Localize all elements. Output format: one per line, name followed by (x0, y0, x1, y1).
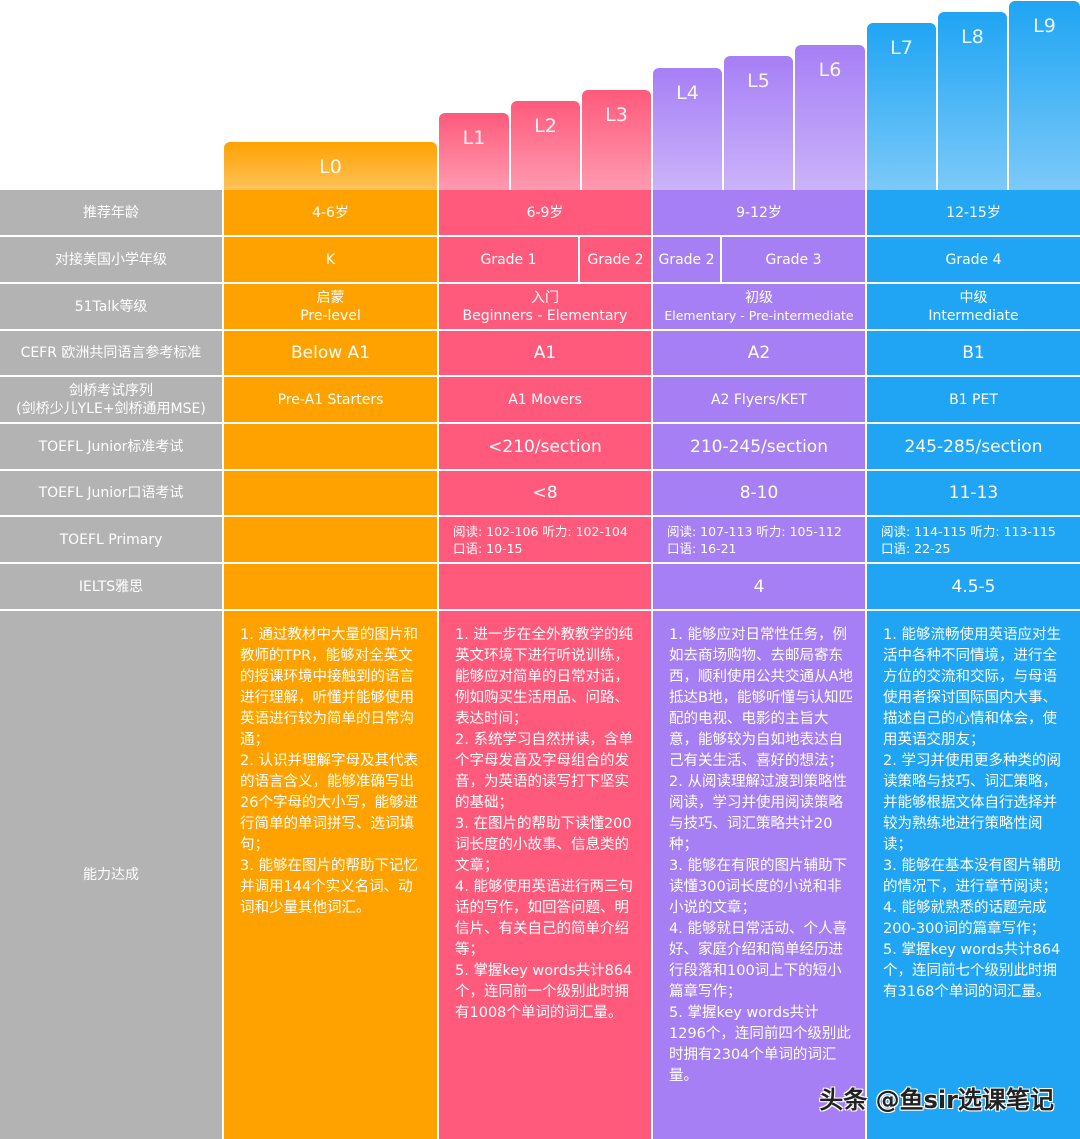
cell: 入门 Beginners - Elementary (439, 284, 651, 329)
row-label-ielts: IELTS雅思 (0, 564, 222, 609)
cell: K (224, 237, 437, 282)
cell (224, 424, 437, 469)
level-tab-l7: L7 (867, 23, 936, 190)
cell: Pre-A1 Starters (224, 377, 437, 422)
row-label-ability: 能力达成 (0, 611, 222, 1139)
speaking: 口语: 22-25 (881, 540, 951, 556)
level-tab-l0: L0 (224, 142, 437, 190)
cn: 启蒙 (316, 289, 345, 306)
row-label-toefl-junior-oral: TOEFL Junior口语考试 (0, 471, 222, 515)
cell: 启蒙 Pre-level (224, 284, 437, 329)
reading-listening: 阅读: 102-106 听力: 102-104 (453, 523, 628, 539)
ability-cell: 1. 能够流畅使用英语应对生活中各种不同情境，进行全方位的交流和交际，与母语使用… (867, 611, 1080, 1139)
level-tab-l5: L5 (724, 56, 793, 190)
row-label-cambridge: 剑桥考试序列 (剑桥少儿YLE+剑桥通用MSE) (0, 377, 222, 422)
en: Beginners - Elementary (462, 307, 628, 324)
en: Pre-level (300, 307, 361, 324)
ability-cell: 1. 能够应对日常性任务，例如去商场购物、去邮局寄东西，顺利使用公共交通从A地抵… (653, 611, 865, 1139)
cell: B1 (867, 331, 1080, 375)
cell: <8 (439, 471, 651, 515)
watermark: 头条 @鱼sir选课笔记 (819, 1086, 1054, 1114)
ability-cell: 1. 通过教材中大量的图片和教师的TPR，能够对全英文的授课环境中接触到的语言进… (224, 611, 437, 1139)
ability-cell: 1. 进一步在全外教教学的纯英文环境下进行听说训练，能够应对简单的日常对话，例如… (439, 611, 651, 1139)
cell (224, 471, 437, 515)
row-label-toefl-primary: TOEFL Primary (0, 517, 222, 562)
level-tab-l2: L2 (511, 101, 580, 190)
cell: 11-13 (867, 471, 1080, 515)
cell (439, 564, 651, 609)
cell: 4 (653, 564, 865, 609)
row-label-grade: 对接美国小学年级 (0, 237, 222, 282)
cell: 初级 Elementary - Pre-intermediate (653, 284, 865, 329)
cell: Grade 4 (867, 237, 1080, 282)
row-label-cefr: CEFR 欧洲共同语言参考标准 (0, 331, 222, 375)
cell: A2 (653, 331, 865, 375)
cell: Below A1 (224, 331, 437, 375)
cell: 中级 Intermediate (867, 284, 1080, 329)
row-label-age: 推荐年龄 (0, 190, 222, 235)
cell: 阅读: 107-113 听力: 105-112 口语: 16-21 (653, 517, 865, 562)
level-tab-l3: L3 (582, 90, 651, 190)
reading-listening: 阅读: 107-113 听力: 105-112 (667, 523, 842, 539)
label-text: 推荐年龄 (83, 204, 139, 221)
cn: 中级 (959, 289, 988, 306)
cell: <210/section (439, 424, 651, 469)
speaking: 口语: 10-15 (453, 540, 523, 556)
level-tab-l9: L9 (1009, 1, 1080, 190)
level-tab-l8: L8 (938, 12, 1007, 190)
cell: 210-245/section (653, 424, 865, 469)
cell: 阅读: 114-115 听力: 113-115 口语: 22-25 (867, 517, 1080, 562)
cell: 9-12岁 (653, 190, 865, 235)
cell: Grade 3 (722, 237, 865, 282)
cell: 8-10 (653, 471, 865, 515)
cell: 245-285/section (867, 424, 1080, 469)
cell: B1 PET (867, 377, 1080, 422)
cell: 6-9岁 (439, 190, 651, 235)
reading-listening: 阅读: 114-115 听力: 113-115 (881, 523, 1056, 539)
cell: 阅读: 102-106 听力: 102-104 口语: 10-15 (439, 517, 651, 562)
cell: A2 Flyers/KET (653, 377, 865, 422)
cell (224, 517, 437, 562)
level-tab-l6: L6 (795, 45, 865, 190)
cell: Grade 1 (439, 237, 578, 282)
label-text: 剑桥考试序列 (69, 382, 153, 399)
row-label-toefl-junior: TOEFL Junior标准考试 (0, 424, 222, 469)
cell (224, 564, 437, 609)
cell: A1 (439, 331, 651, 375)
cn: 入门 (531, 289, 559, 306)
cell: 4-6岁 (224, 190, 437, 235)
level-tab-l1: L1 (439, 113, 509, 190)
label-sub: (剑桥少儿YLE+剑桥通用MSE) (16, 400, 206, 417)
row-label-51talk: 51Talk等级 (0, 284, 222, 329)
speaking: 口语: 16-21 (667, 540, 737, 556)
cell: A1 Movers (439, 377, 651, 422)
cell: 12-15岁 (867, 190, 1080, 235)
en: Intermediate (928, 307, 1019, 324)
cn: 初级 (745, 289, 773, 306)
cell: 4.5-5 (867, 564, 1080, 609)
en: Elementary - Pre-intermediate (664, 307, 854, 323)
level-tab-l4: L4 (653, 68, 722, 190)
cell: Grade 2 (580, 237, 651, 282)
cell: Grade 2 (653, 237, 720, 282)
